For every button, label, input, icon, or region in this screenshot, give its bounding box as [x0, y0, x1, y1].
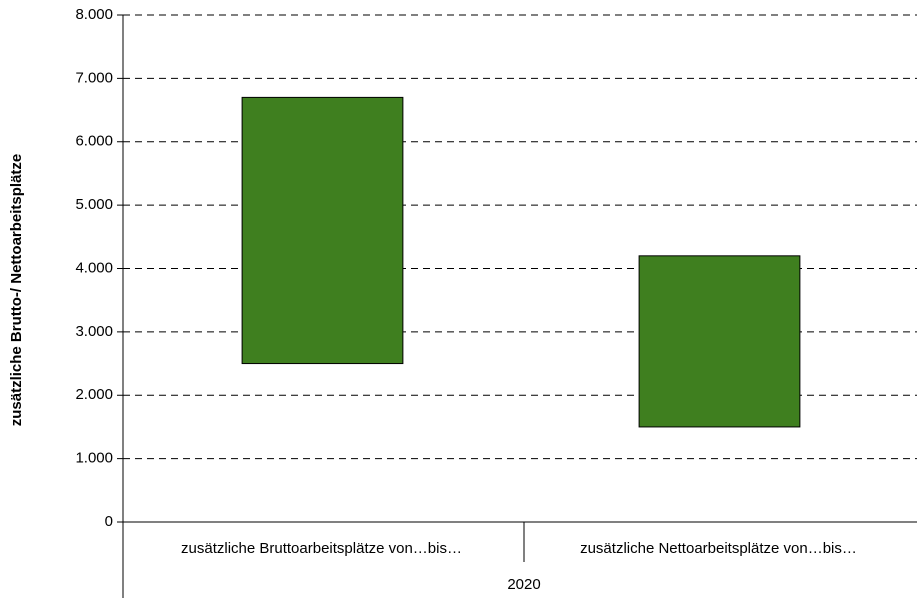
y-tick-label: 5.000: [75, 196, 113, 213]
x-tick-label: zusätzliche Bruttoarbeitsplätze von…bis…: [181, 540, 462, 557]
y-tick-label: 3.000: [75, 323, 113, 340]
y-tick-label: 0: [105, 513, 113, 530]
bar: [638, 255, 801, 428]
y-tick-label: 8.000: [75, 6, 113, 23]
y-tick-label: 2.000: [75, 386, 113, 403]
bar: [241, 96, 404, 365]
y-tick-label: 4.000: [75, 259, 113, 276]
y-tick-label: 1.000: [75, 450, 113, 467]
group-label: 2020: [507, 576, 540, 593]
y-tick-label: 6.000: [75, 133, 113, 150]
x-tick-label: zusätzliche Nettoarbeitsplätze von…bis…: [580, 540, 857, 557]
y-tick-label: 7.000: [75, 69, 113, 86]
y-axis-label: zusätzliche Brutto-/ Nettoarbeitsplätze: [8, 154, 25, 427]
